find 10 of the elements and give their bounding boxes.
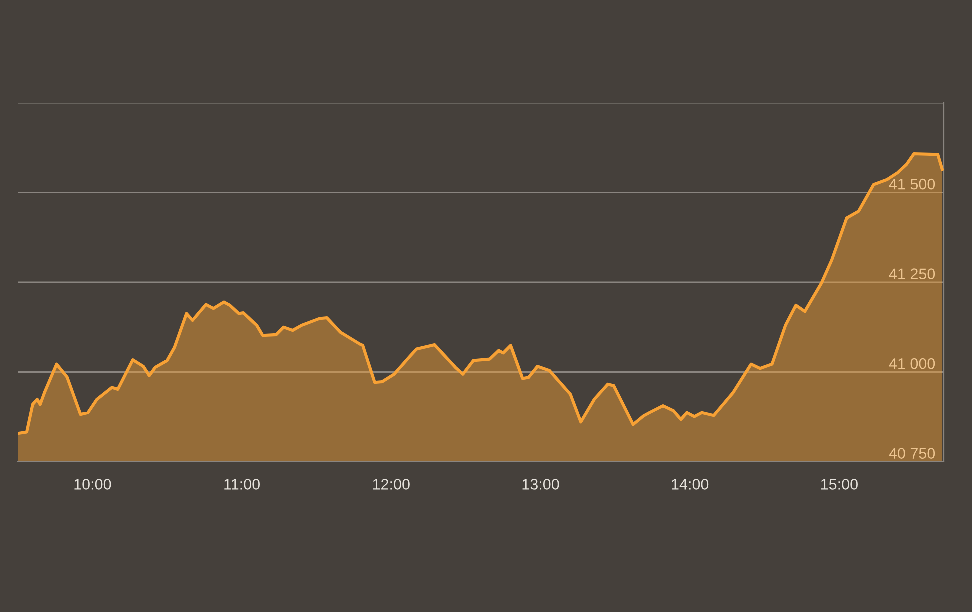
x-tick-label: 12:00 bbox=[373, 479, 410, 490]
y-tick-label: 40 750 bbox=[889, 448, 936, 459]
x-tick-label: 14:00 bbox=[672, 479, 709, 490]
y-tick-label: 41 000 bbox=[889, 358, 936, 370]
x-tick-label: 13:00 bbox=[522, 479, 560, 490]
y-tick-label: 41 250 bbox=[889, 268, 936, 280]
y-tick-label: 41 500 bbox=[889, 178, 936, 190]
x-tick-label: 10:00 bbox=[74, 479, 112, 490]
x-tick-label: 11:00 bbox=[224, 479, 260, 490]
x-tick-label: 15:00 bbox=[822, 479, 858, 490]
